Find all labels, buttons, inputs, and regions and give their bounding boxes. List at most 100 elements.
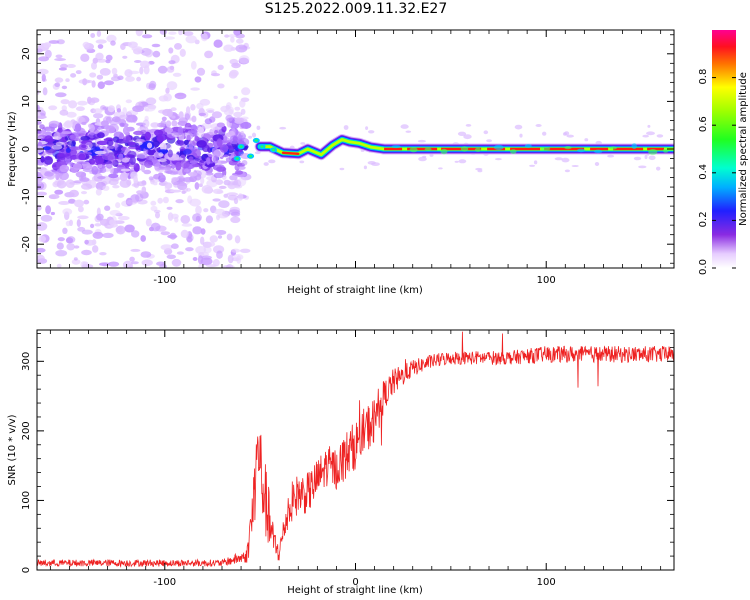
spectrogram-cell	[564, 169, 571, 173]
spectrogram-cell	[227, 185, 240, 189]
spectrogram-ridge-core	[281, 151, 300, 156]
spectrogram-cell	[233, 254, 244, 261]
spectrogram-cell	[55, 141, 64, 146]
spectrogram-ytick-label: -20	[21, 236, 32, 252]
spectrogram-cell	[100, 120, 109, 127]
spectrogram-cell	[124, 224, 135, 233]
spectrogram-cell	[166, 206, 173, 210]
spectrogram-cell	[239, 99, 246, 108]
spectrogram-cell	[234, 117, 243, 122]
spectrogram-cell	[213, 155, 219, 164]
spectrogram-cell	[409, 147, 418, 153]
spectrogram-cell	[97, 44, 104, 49]
spectrogram-cell	[129, 156, 136, 166]
spectrogram-cell	[116, 226, 123, 233]
spectrogram-cell	[96, 30, 102, 37]
figure-title: S125.2022.009.11.32.E27	[264, 1, 448, 17]
spectrogram-cell	[68, 198, 76, 204]
spectrogram-cell	[99, 262, 111, 267]
spectrogram-cell	[219, 144, 229, 153]
spectrogram-cell	[234, 164, 240, 171]
spectrogram-cell	[152, 50, 161, 58]
spectrogram-cell	[45, 205, 51, 215]
spectrogram-cell	[368, 130, 375, 134]
spectrogram-cell	[656, 134, 664, 138]
spectrogram-cell	[226, 102, 232, 110]
spectrogram-cell	[140, 251, 152, 258]
spectrogram-cell	[37, 222, 48, 231]
spectrogram-cell	[194, 76, 202, 83]
spectrogram-cell	[123, 135, 131, 143]
spectrogram-cell	[166, 81, 178, 91]
spectrogram-cell	[158, 174, 166, 183]
spectrogram-cell	[71, 146, 83, 150]
spectrogram-cell	[197, 126, 205, 134]
spectrogram-cell	[233, 95, 238, 99]
spectrogram-cell	[237, 193, 244, 201]
spectrogram-cell	[167, 234, 178, 239]
spectrogram-cell	[169, 65, 175, 70]
spectrogram-cell	[141, 259, 153, 267]
spectrogram-cell	[92, 245, 99, 253]
spectrogram-cell	[165, 120, 172, 128]
spectrogram-cell	[339, 167, 345, 171]
spectrogram-cell	[260, 145, 264, 148]
spectrogram-cell	[438, 167, 443, 170]
spectrogram-cell	[211, 70, 217, 76]
spectrogram-cell	[187, 195, 193, 204]
spectrogram-cell	[142, 119, 150, 128]
spectrogram-cell	[561, 157, 570, 163]
spectrogram-cell	[405, 130, 412, 133]
spectrogram-cell	[571, 165, 579, 167]
spectrogram-cell	[161, 116, 167, 122]
spectrogram-cell	[609, 146, 617, 150]
spectrogram-cell	[61, 85, 68, 90]
spectrogram-cell	[37, 121, 42, 126]
spectrogram-cell	[177, 120, 188, 126]
spectrogram-cell	[251, 132, 257, 138]
spectrogram-cell	[477, 169, 483, 173]
spectrogram-cell	[76, 219, 81, 228]
spectrogram-cell	[119, 122, 125, 128]
colorbar-tick-label: 0.8	[698, 69, 709, 85]
spectrogram-cell	[97, 81, 106, 89]
spectrogram-cell	[88, 124, 95, 132]
spectrogram-cell	[118, 153, 124, 161]
spectrogram-cell	[231, 248, 241, 253]
spectrogram-cell	[84, 239, 89, 245]
spectrogram-cell	[239, 145, 243, 148]
spectrogram-cell	[256, 125, 261, 130]
spectrogram-scatter	[37, 30, 664, 268]
spectrogram-cell	[66, 64, 76, 68]
spectrogram-cell	[646, 131, 655, 136]
spectrogram-cell	[66, 236, 76, 244]
spectrogram-cell	[191, 115, 197, 123]
spectrogram-cell	[217, 213, 229, 219]
spectrogram-cell	[81, 191, 87, 195]
spectrogram-cell	[227, 130, 235, 137]
spectrogram-cell	[51, 144, 63, 150]
spectrogram-cell	[233, 62, 239, 66]
spectrogram-cell	[178, 30, 183, 36]
spectrogram-cell	[63, 121, 74, 129]
spectrogram-cell	[189, 198, 201, 207]
spectrogram-cell	[48, 120, 60, 128]
spectrogram-cell	[249, 154, 253, 158]
spectrogram-cell	[143, 169, 152, 175]
colorbar-tick-label: 0.6	[698, 116, 709, 132]
spectrogram-cell	[181, 223, 193, 227]
spectrogram-cell	[95, 52, 104, 61]
spectrogram-cell	[66, 243, 75, 251]
spectrogram-cell	[190, 104, 196, 111]
spectrogram-cell	[37, 106, 41, 114]
spectrogram-xtick-label: 100	[537, 275, 556, 286]
spectrogram-cell	[91, 239, 97, 246]
spectrogram-cell	[212, 198, 221, 202]
spectrogram-cell	[103, 160, 113, 165]
spectrogram-cell	[198, 183, 203, 187]
spectrogram-cell	[62, 208, 73, 216]
spectrogram-cell	[607, 154, 615, 158]
spectrogram-cell	[179, 146, 186, 152]
spectrogram-cell	[79, 177, 90, 182]
spectrogram-cell	[217, 83, 225, 89]
